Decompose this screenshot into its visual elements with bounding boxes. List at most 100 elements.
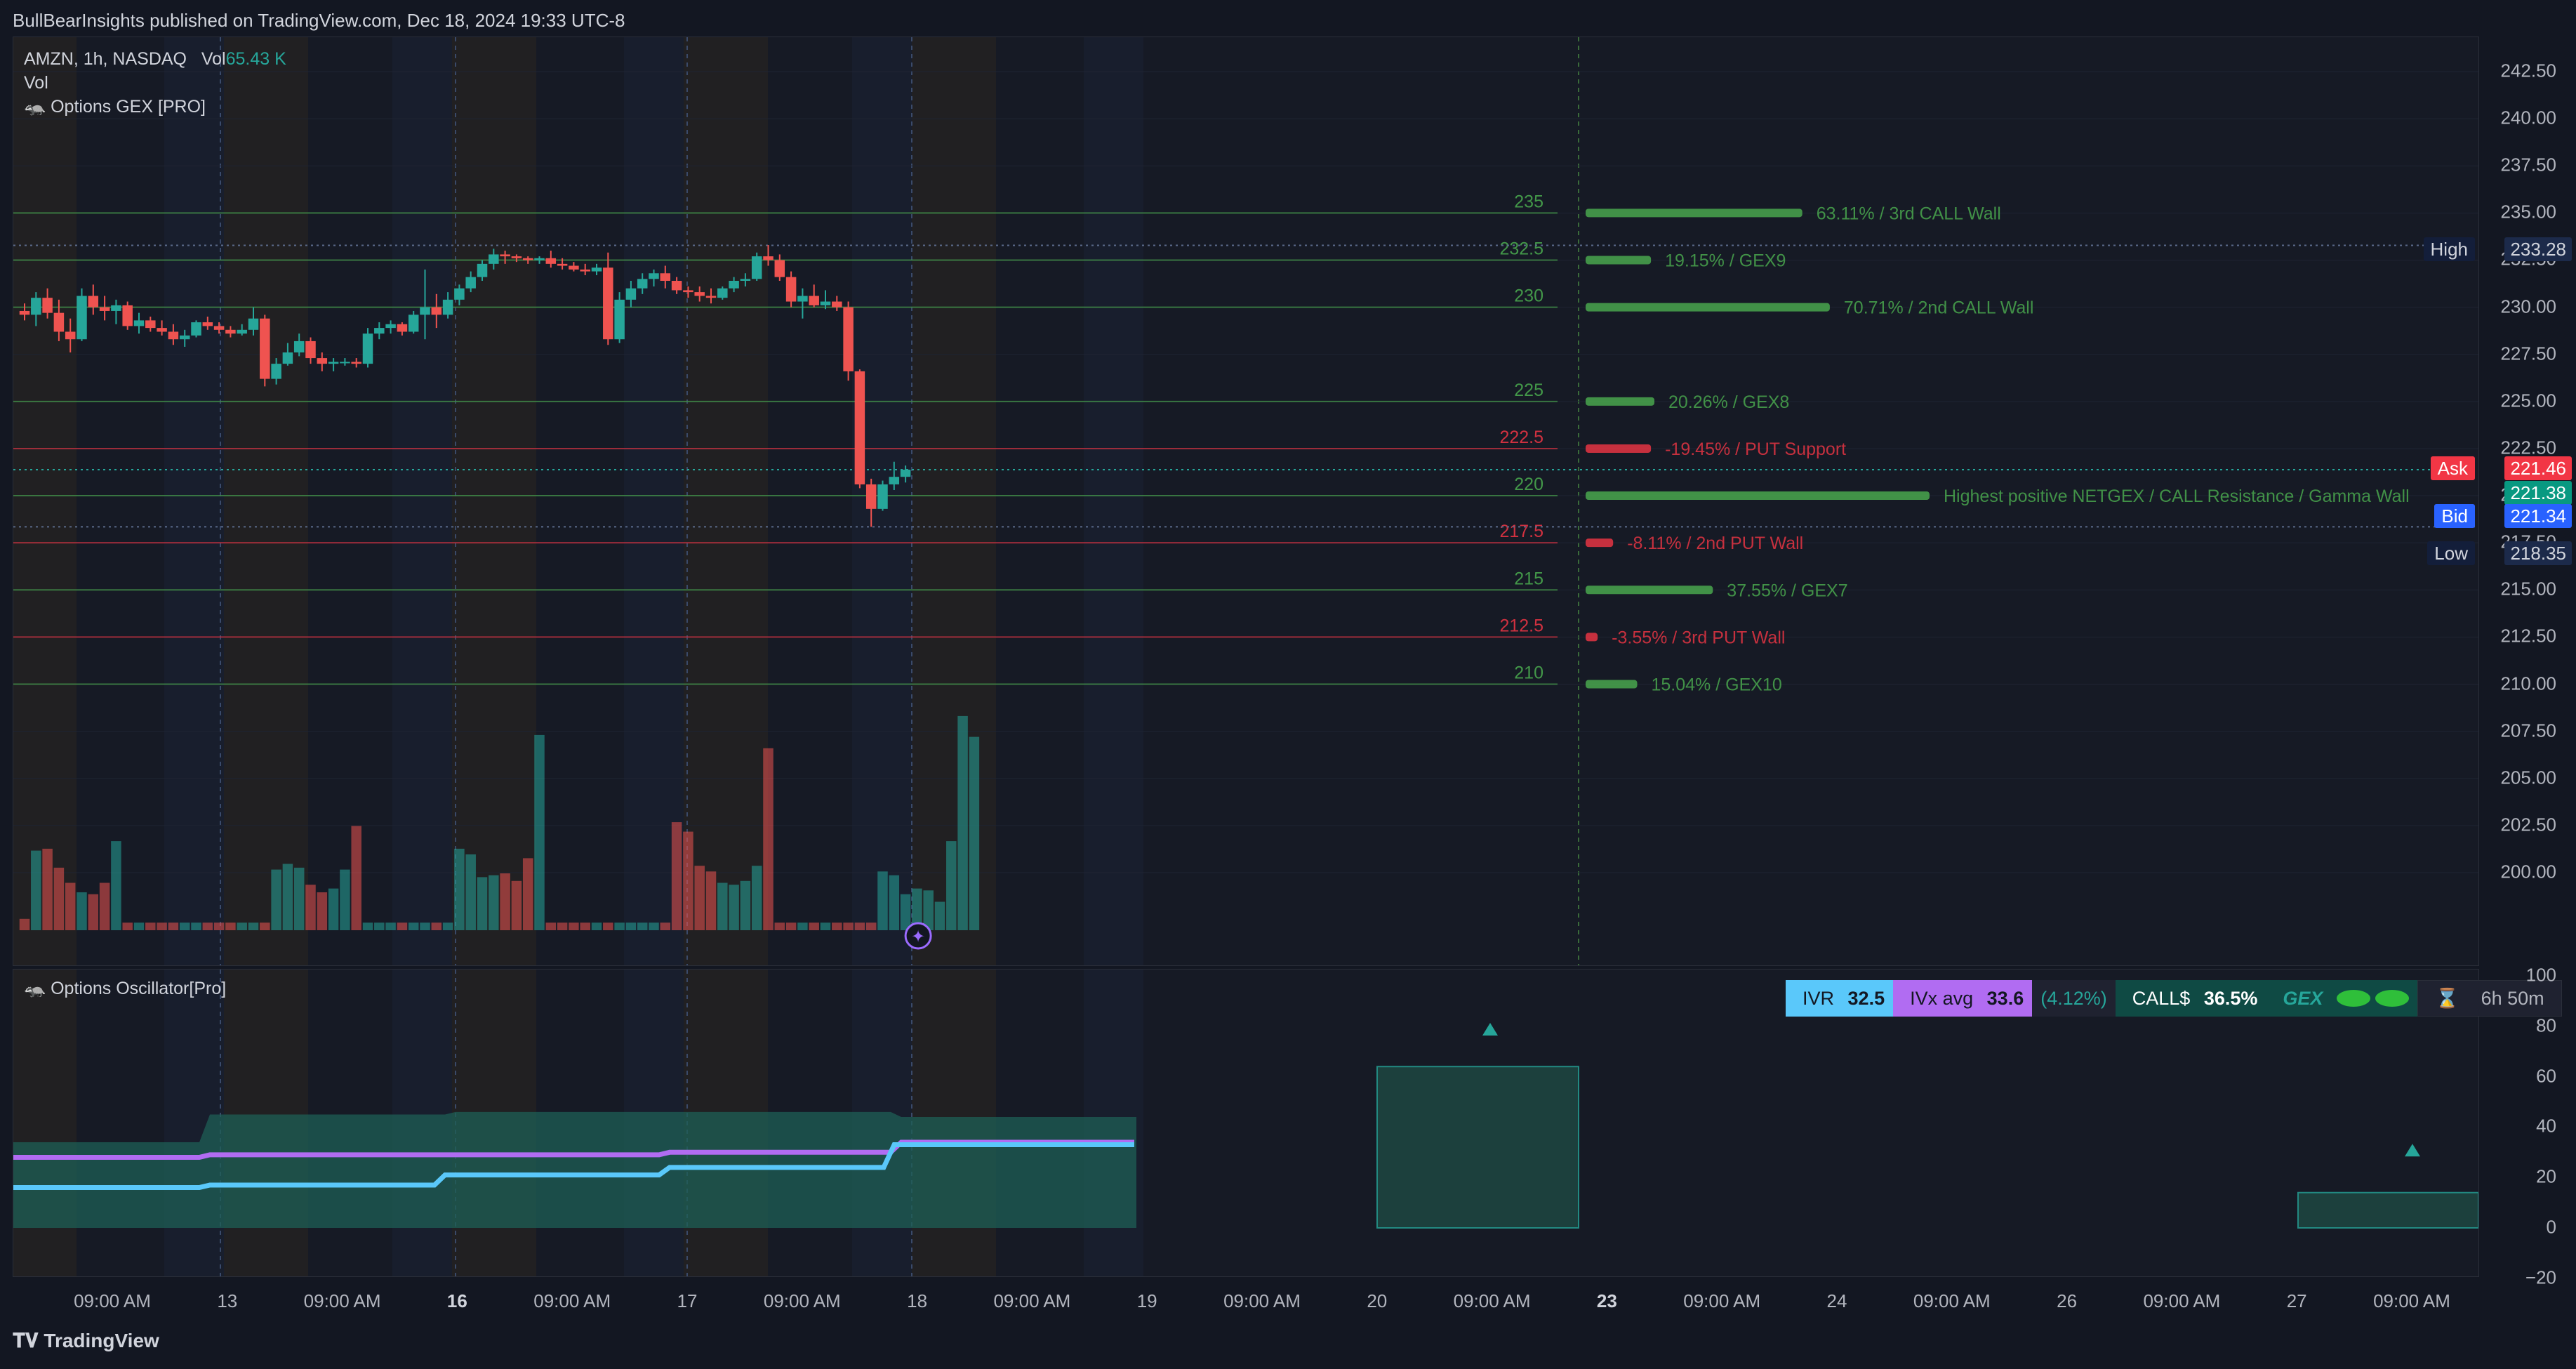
candle-body <box>442 299 453 315</box>
session-band <box>13 37 77 965</box>
osc-tick: 80 <box>2536 1014 2556 1036</box>
gex-strength-bar <box>1586 538 1614 548</box>
volume-bar <box>420 922 430 930</box>
time-tick: 09:00 AM <box>1913 1290 1991 1311</box>
volume-bar <box>237 922 247 930</box>
volume-bar <box>534 734 545 930</box>
gex-level-price: 225 <box>1514 381 1543 400</box>
price-chart[interactable]: 235 63.11% / 3rd CALL Wall 232.5 19.15% / G… <box>13 37 2478 965</box>
volume-bar <box>740 880 751 930</box>
time-tick: 27 <box>2286 1290 2307 1311</box>
time-tick: 09:00 AM <box>303 1290 381 1311</box>
volume-bar <box>900 894 911 930</box>
green-dot-icon <box>2336 990 2370 1007</box>
time-tick: 17 <box>677 1290 698 1311</box>
price-tick: 237.50 <box>2500 154 2556 176</box>
volume-bar <box>923 890 934 930</box>
candle-body <box>157 328 167 332</box>
gex-strength-bar <box>1586 444 1652 453</box>
volume-bar <box>179 922 190 930</box>
osc-tick: 0 <box>2546 1216 2556 1238</box>
oscillator-legend[interactable]: 🦡 Options Oscillator[Pro] <box>24 979 226 999</box>
gex-strength-bar <box>1586 586 1713 595</box>
candle-body <box>340 362 350 364</box>
gex-indicator-legend[interactable]: 🦡 Options GEX [PRO] <box>24 97 206 117</box>
gex-level-note: -8.11% / 2nd PUT Wall <box>1627 534 1803 553</box>
price-axis[interactable]: 242.50240.00237.50235.00232.50230.00227.… <box>2479 37 2576 1288</box>
volume-bar <box>522 858 533 930</box>
candle-body <box>900 470 911 477</box>
volume-bar <box>545 922 557 930</box>
candle-body <box>408 315 419 332</box>
volume-bar <box>591 922 602 930</box>
price-tick: 222.50 <box>2500 437 2556 458</box>
gex-status-badge: GEX <box>2266 980 2418 1017</box>
volume-bar <box>774 922 785 930</box>
signal-triangle-icon <box>1482 1022 1498 1036</box>
candle-body <box>683 290 693 293</box>
volume-bar <box>603 922 613 930</box>
vol-legend[interactable]: Vol <box>24 73 48 93</box>
symbol-legend[interactable]: AMZN, 1h, NASDAQ Vol65.43 K <box>24 49 286 70</box>
volume-bar <box>637 922 648 930</box>
candle-body <box>111 305 121 311</box>
volume-bar <box>42 848 53 930</box>
options-badges: IVR 32.5 IVx avg 33.6 (4.12%) CALL$ 36.5… <box>1786 980 2562 1017</box>
candle-body <box>179 335 190 340</box>
volume-bar <box>569 922 579 930</box>
volume-bar <box>934 901 945 930</box>
price-tick: 207.50 <box>2500 720 2556 741</box>
volume-bar <box>580 922 590 930</box>
candle-body <box>88 296 99 307</box>
call-dollar-badge: CALL$ 36.5% <box>2115 980 2266 1017</box>
volume-bar <box>729 885 739 930</box>
price-pane[interactable]: 235 63.11% / 3rd CALL Wall 232.5 19.15% / G… <box>13 37 2479 966</box>
candle-body <box>889 477 900 484</box>
candle-body <box>751 256 762 279</box>
session-band <box>13 970 77 1276</box>
publisher-caption: BullBearInsights published on TradingVie… <box>13 10 625 31</box>
candle-body <box>511 256 522 258</box>
tradingview-logo[interactable]: 𝐓𝐕 TradingView <box>13 1330 159 1351</box>
session-band <box>912 37 996 965</box>
vol-label: Vol <box>201 49 226 69</box>
gex-level-price: 232.5 <box>1499 239 1543 258</box>
candle-body <box>649 273 659 279</box>
volume-bar <box>614 922 625 930</box>
volume-bar <box>809 922 819 930</box>
time-tick: 26 <box>2057 1290 2078 1311</box>
high-price-tag: High 233.28 <box>2423 237 2572 261</box>
time-tick: 23 <box>1596 1290 1617 1311</box>
volume-bar <box>31 850 41 930</box>
volume-bar <box>122 922 133 930</box>
candle-body <box>397 324 408 332</box>
volume-bar <box>465 854 476 930</box>
oscillator-pane[interactable] <box>13 969 2479 1277</box>
candle-body <box>705 296 717 298</box>
price-tick: 212.50 <box>2500 625 2556 647</box>
gex-level-note: 15.04% / GEX10 <box>1652 675 1782 695</box>
candle-body <box>145 320 156 329</box>
volume-bar <box>489 875 499 930</box>
candle-body <box>202 322 213 326</box>
volume-bar <box>340 869 350 930</box>
session-band <box>1084 37 1143 965</box>
ivr-badge: IVR 32.5 <box>1786 980 1894 1017</box>
volume-bar <box>957 715 968 930</box>
price-tick: 227.50 <box>2500 343 2556 364</box>
oscillator-chart[interactable] <box>13 970 2479 1276</box>
osc-tick: 100 <box>2525 964 2556 986</box>
volume-bar <box>191 922 201 930</box>
volume-bar <box>865 922 877 930</box>
volume-bar <box>260 922 270 930</box>
sparkle-icon[interactable] <box>904 922 932 950</box>
ivx-change-badge: (4.12%) <box>2032 980 2116 1017</box>
candle-body <box>317 358 328 364</box>
low-price-tag: Low 218.35 <box>2427 541 2572 565</box>
volume-bar <box>168 922 179 930</box>
volume-bar <box>843 922 854 930</box>
green-dot-icon <box>2375 990 2410 1007</box>
volume-bar <box>408 922 419 930</box>
volume-bar <box>213 922 225 930</box>
volume-bar <box>225 922 236 930</box>
